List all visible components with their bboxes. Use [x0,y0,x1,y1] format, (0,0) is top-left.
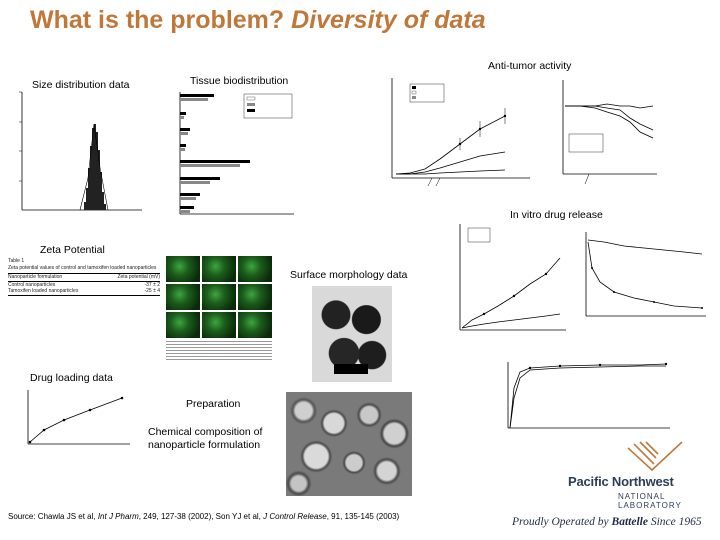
micrograph [238,312,272,338]
tissue-biodistribution-chart [179,92,294,215]
size-distribution-chart [19,91,142,211]
drug-loading-label: Drug loading data [30,372,113,384]
micrograph [238,284,272,310]
title-italic: Diversity of data [291,6,486,34]
title-plain: What is the problem? [30,6,285,34]
micrograph [202,256,236,282]
anti-tumor-survival-chart [562,80,657,185]
source-citation: Source: Chawla JS et al, Int J Pharm, 24… [8,512,400,521]
biodistribution-bars [180,94,250,213]
in-vitro-release-chart-3 [507,362,670,429]
fluorescence-micrograph-grid [166,256,272,338]
micrograph [202,312,236,338]
zeta-col-potential: Zeta potential (mV) [117,274,160,280]
tem-image [312,286,392,382]
zeta-table-desc: Zeta potential values of control and tam… [8,264,157,271]
size-histogram-bars [84,124,106,210]
pnnl-name: Pacific Northwest [568,474,674,489]
size-distribution-label: Size distribution data [32,79,130,91]
scale-bar [334,364,368,374]
micrograph-caption-lines [166,341,272,361]
anti-tumor-volume-chart [391,78,530,187]
operated-by-tagline: Proudly Operated by Battelle Since 1965 [512,516,702,528]
tissue-biodistribution-label: Tissue biodistribution [190,75,289,87]
in-vitro-release-chart-2 [585,232,706,317]
anti-tumor-label: Anti-tumor activity [488,60,572,72]
preparation-label: Preparation [186,398,241,410]
pnnl-subtitle: NATIONAL LABORATORY [618,492,682,510]
chemical-composition-label: Chemical composition of nanoparticle for… [148,426,263,451]
in-vitro-label: In vitro drug release [510,209,603,221]
zeta-table-title: Table 1 [8,258,25,264]
drug-loading-chart [27,390,130,445]
zeta-label: Zeta Potential [40,244,105,256]
sem-image [286,392,412,496]
micrograph [166,284,200,310]
pnnl-logo-mark [627,441,683,472]
micrograph [166,312,200,338]
zeta-row: Tamoxifen loaded nanoparticles -25 ± 4 [8,288,160,296]
zeta-row: Control nanoparticles -37 ± 2 [8,281,160,288]
micrograph [202,284,236,310]
zeta-col-formulation: Nanoparticle formulation [8,274,63,280]
surface-morphology-label: Surface morphology data [290,269,408,281]
micrograph [238,256,272,282]
zeta-table: Table 1 Zeta potential values of control… [8,258,160,296]
micrograph [166,256,200,282]
in-vitro-release-chart-1 [459,224,566,331]
slide-title: What is the problem? Diversity of data [30,6,486,35]
